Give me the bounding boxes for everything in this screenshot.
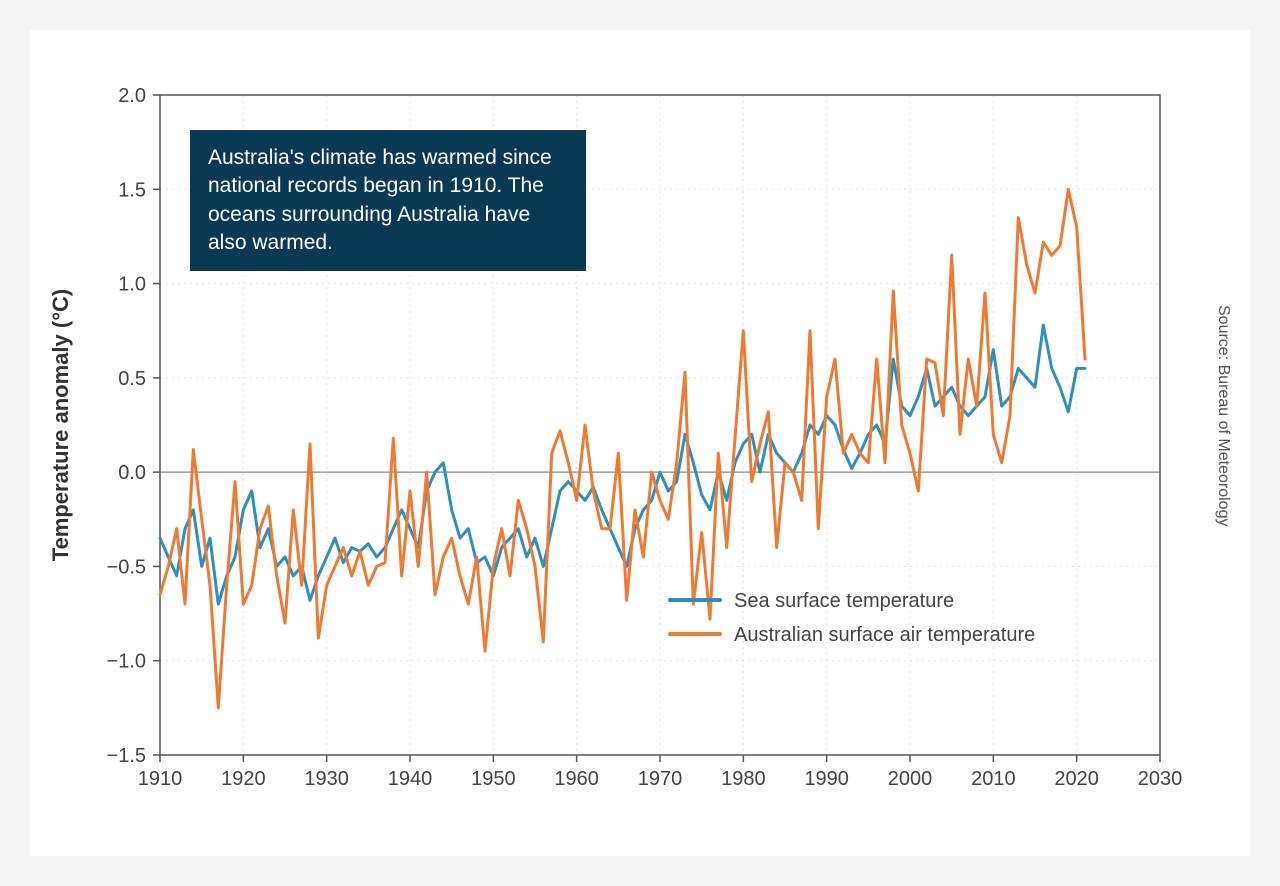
svg-text:Sea surface temperature: Sea surface temperature	[734, 590, 954, 612]
annotation-text: Australia's climate has warmed since nat…	[208, 146, 552, 254]
svg-text:−0.5: −0.5	[107, 556, 146, 578]
svg-text:0.0: 0.0	[118, 462, 146, 484]
source-credit: Source: Bureau of Meteorology	[1214, 305, 1232, 526]
svg-text:1920: 1920	[221, 768, 266, 790]
svg-text:1930: 1930	[304, 768, 349, 790]
svg-text:2030: 2030	[1138, 768, 1183, 790]
svg-text:1.5: 1.5	[118, 179, 146, 201]
svg-text:0.5: 0.5	[118, 368, 146, 390]
svg-text:1910: 1910	[138, 768, 183, 790]
svg-text:1980: 1980	[721, 768, 766, 790]
svg-text:1940: 1940	[388, 768, 433, 790]
svg-text:2010: 2010	[971, 768, 1016, 790]
svg-text:Temperature anomaly (°C): Temperature anomaly (°C)	[48, 289, 73, 561]
svg-text:1990: 1990	[804, 768, 849, 790]
svg-text:Australian surface air tempera: Australian surface air temperature	[734, 624, 1035, 646]
svg-text:1960: 1960	[554, 768, 599, 790]
svg-text:−1.5: −1.5	[107, 745, 146, 767]
svg-text:2020: 2020	[1054, 768, 1099, 790]
svg-text:1.0: 1.0	[118, 274, 146, 296]
svg-text:2000: 2000	[888, 768, 933, 790]
source-text: Source: Bureau of Meteorology	[1215, 305, 1232, 526]
annotation-box: Australia's climate has warmed since nat…	[190, 130, 586, 271]
chart-container: 1910 1920 1930 1940 1950 1960 1970 1980 1990 2000…	[30, 30, 1250, 856]
svg-text:−1.0: −1.0	[107, 651, 146, 673]
svg-text:1970: 1970	[638, 768, 683, 790]
svg-text:2.0: 2.0	[118, 85, 146, 107]
svg-text:1950: 1950	[471, 768, 516, 790]
